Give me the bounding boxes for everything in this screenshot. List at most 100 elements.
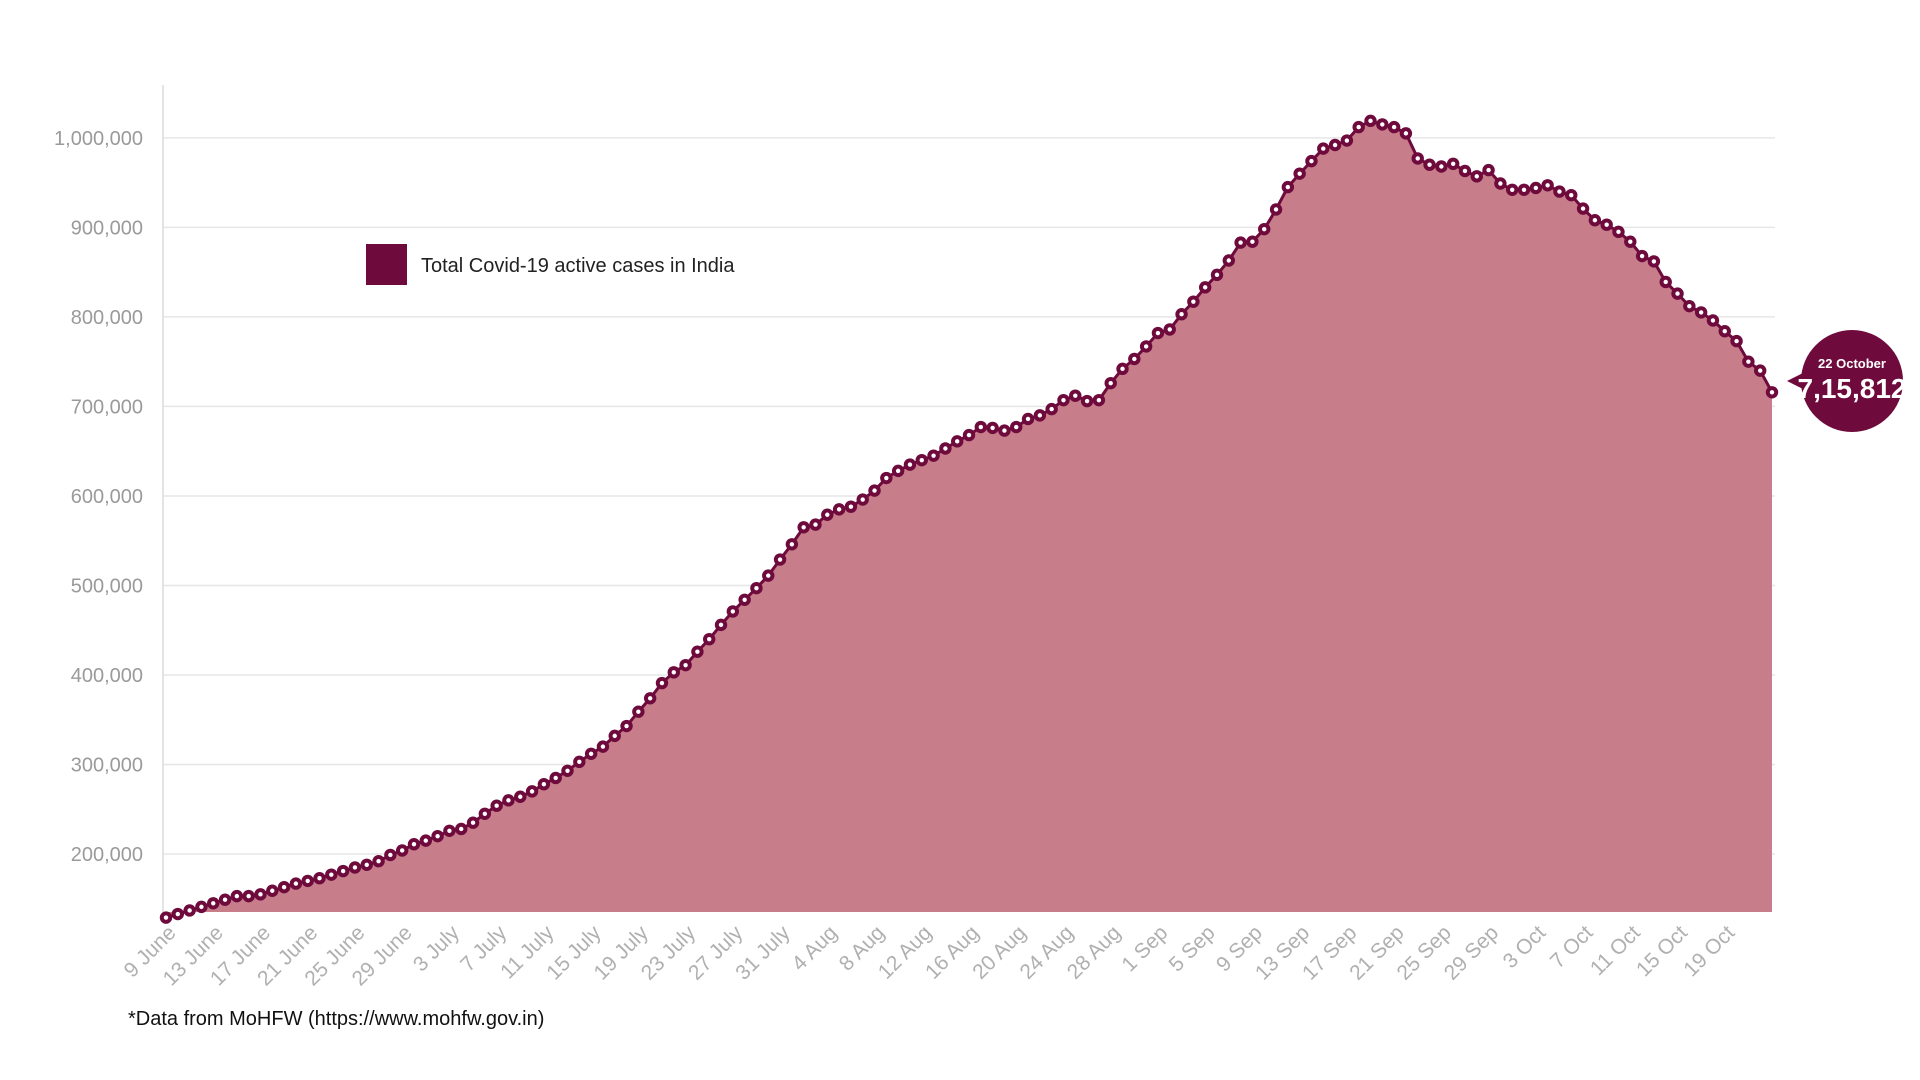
data-point bbox=[632, 705, 645, 718]
callout-date: 22 October bbox=[1818, 356, 1886, 371]
data-point bbox=[1340, 134, 1354, 147]
data-point bbox=[1328, 138, 1342, 152]
y-tick-label: 800,000 bbox=[71, 307, 143, 329]
data-point bbox=[1281, 180, 1295, 194]
data-point bbox=[1659, 275, 1672, 289]
data-point bbox=[1553, 185, 1566, 198]
data-point bbox=[1139, 340, 1153, 353]
y-tick-label: 200,000 bbox=[71, 844, 143, 866]
callout-value: 7,15,812 bbox=[1798, 373, 1907, 404]
data-point bbox=[1565, 188, 1578, 202]
data-point bbox=[313, 872, 326, 885]
data-point bbox=[1399, 127, 1413, 140]
data-point bbox=[939, 442, 952, 455]
data-point bbox=[525, 785, 539, 798]
data-point bbox=[1600, 218, 1613, 231]
data-point bbox=[1588, 214, 1602, 227]
data-point bbox=[750, 581, 763, 595]
data-point bbox=[1069, 389, 1082, 402]
data-point bbox=[419, 834, 432, 847]
data-point bbox=[655, 676, 669, 690]
data-point bbox=[726, 605, 740, 618]
data-point bbox=[195, 900, 208, 914]
data-point bbox=[1364, 114, 1377, 128]
data-point bbox=[856, 493, 869, 506]
data-point bbox=[443, 824, 456, 837]
data-point bbox=[1234, 236, 1247, 249]
data-point bbox=[809, 518, 822, 531]
data-point bbox=[502, 794, 515, 807]
data-point bbox=[1494, 177, 1507, 190]
data-point bbox=[596, 740, 610, 753]
data-point bbox=[1057, 393, 1070, 407]
data-point bbox=[738, 593, 751, 606]
data-point bbox=[1021, 412, 1035, 426]
data-point bbox=[1718, 325, 1731, 338]
data-point bbox=[832, 503, 846, 516]
data-point bbox=[584, 747, 598, 760]
legend-label: Total Covid-19 active cases in India bbox=[421, 255, 735, 277]
data-point bbox=[1635, 249, 1649, 263]
data-point bbox=[1624, 235, 1637, 248]
data-point bbox=[1104, 376, 1117, 390]
data-point bbox=[360, 858, 373, 871]
data-point bbox=[620, 719, 633, 733]
x-tick-label: 15 Oct bbox=[1632, 921, 1692, 981]
y-tick-label: 300,000 bbox=[71, 755, 143, 777]
y-tick-label: 1,000,000 bbox=[54, 128, 143, 150]
data-point bbox=[407, 838, 421, 851]
data-point bbox=[183, 904, 196, 917]
y-tick-label: 500,000 bbox=[71, 575, 143, 597]
x-tick-label: 4 Aug bbox=[788, 921, 842, 975]
x-tick-label: 1 Sep bbox=[1117, 921, 1172, 976]
data-point bbox=[1517, 183, 1531, 196]
data-point bbox=[1541, 179, 1554, 192]
data-point bbox=[762, 569, 775, 582]
data-point bbox=[1458, 164, 1472, 178]
data-point bbox=[289, 877, 303, 890]
data-point bbox=[797, 521, 810, 534]
data-point bbox=[478, 807, 492, 820]
callout-arrow bbox=[1787, 373, 1803, 389]
data-point bbox=[950, 435, 964, 448]
data-point bbox=[1210, 268, 1224, 282]
data-point bbox=[254, 888, 267, 901]
data-point bbox=[667, 666, 680, 679]
data-point bbox=[1033, 409, 1047, 422]
data-point bbox=[1435, 160, 1448, 173]
data-point bbox=[714, 618, 728, 632]
data-point bbox=[230, 889, 244, 903]
data-point bbox=[1446, 157, 1460, 171]
data-point bbox=[242, 889, 255, 903]
data-point bbox=[821, 508, 834, 521]
data-point bbox=[998, 424, 1011, 437]
y-tick-label: 900,000 bbox=[71, 217, 143, 239]
x-tick-label: 28 Aug bbox=[1063, 921, 1126, 984]
data-point bbox=[1765, 386, 1779, 399]
data-point bbox=[703, 632, 716, 646]
data-point bbox=[1092, 393, 1106, 407]
data-point bbox=[372, 855, 385, 868]
data-point bbox=[218, 893, 232, 906]
data-point bbox=[880, 471, 893, 485]
data-point bbox=[1317, 142, 1330, 155]
data-point bbox=[1730, 334, 1743, 348]
x-tick-label: 11 Oct bbox=[1586, 921, 1645, 980]
data-point bbox=[1411, 152, 1424, 165]
data-point bbox=[336, 864, 350, 878]
data-point bbox=[277, 880, 291, 894]
data-point bbox=[325, 868, 338, 881]
data-point bbox=[1753, 364, 1767, 377]
data-point bbox=[395, 844, 409, 857]
data-point bbox=[691, 645, 704, 658]
data-point bbox=[1423, 158, 1436, 171]
data-point bbox=[1175, 308, 1188, 321]
data-point bbox=[1222, 254, 1235, 267]
data-point bbox=[1305, 154, 1318, 168]
data-point bbox=[1506, 183, 1519, 196]
data-point bbox=[643, 692, 657, 705]
x-tick-label: 29 Sep bbox=[1440, 921, 1503, 984]
data-point bbox=[1187, 295, 1200, 308]
